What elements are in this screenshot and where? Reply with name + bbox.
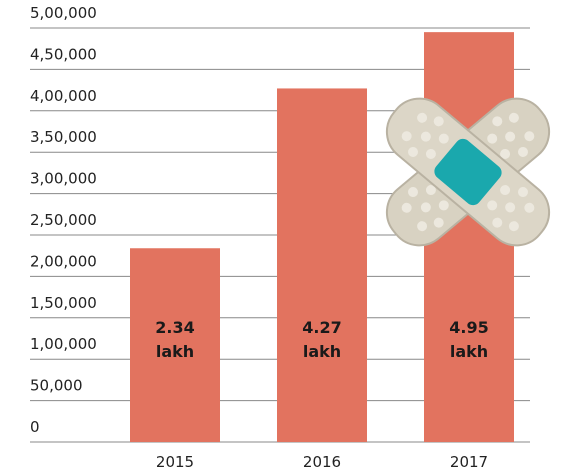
y-tick-label: 3,00,000 — [30, 170, 97, 188]
y-tick-label: 1,50,000 — [30, 294, 97, 312]
bandage-icon — [385, 97, 551, 247]
x-tick-label: 2015 — [156, 453, 194, 471]
value-label: 4.27 lakh — [302, 318, 342, 361]
y-tick-label: 2,00,000 — [30, 252, 97, 270]
value-label: 4.95 lakh — [449, 318, 489, 361]
x-tick-label: 2017 — [450, 453, 488, 471]
y-tick-label: 5,00,000 — [30, 4, 97, 22]
y-tick-label: 2,50,000 — [30, 211, 97, 229]
bar-layer — [130, 32, 514, 442]
bar — [277, 88, 367, 442]
value-label: 2.34 lakh — [155, 318, 195, 361]
x-tick-label: 2016 — [303, 453, 341, 471]
y-tick-label: 4,00,000 — [30, 87, 97, 105]
y-tick-label: 4,50,000 — [30, 45, 97, 63]
grid-layer: 0 50,000 1,00,000 1,50,000 2,00,000 2,50,000 3… — [30, 4, 530, 443]
y-tick-label: 0 — [30, 418, 40, 436]
y-tick-label: 1,00,000 — [30, 335, 97, 353]
y-tick-label: 3,50,000 — [30, 128, 97, 146]
y-tick-label: 50,000 — [30, 377, 83, 395]
bar — [130, 248, 220, 442]
